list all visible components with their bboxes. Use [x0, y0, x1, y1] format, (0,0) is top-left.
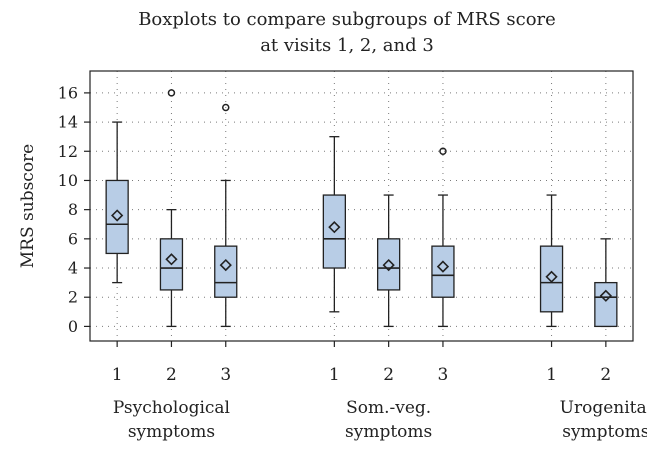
box-3-1: [539, 194, 564, 328]
mean-diamond: [436, 260, 450, 273]
y-tick-label: 8: [68, 200, 78, 219]
visit-label: 1: [329, 365, 340, 385]
box-2-1: [322, 136, 347, 313]
visit-label: 1: [112, 365, 123, 385]
chart-title-line-1: Boxplots to compare subgroups of MRS sco…: [138, 9, 556, 30]
mean-diamond: [219, 258, 232, 272]
group-label: Urogenital: [560, 398, 647, 418]
group-label: Psychological: [113, 398, 230, 418]
group-label: symptoms: [562, 422, 647, 442]
mean-diamond: [382, 258, 395, 272]
iqr-box: [105, 179, 129, 255]
iqr-box: [376, 238, 401, 291]
group-label: Som.-veg.: [346, 398, 431, 418]
y-tick-label: 10: [58, 171, 78, 190]
box-1-1: [105, 121, 129, 284]
y-tick-label: 2: [68, 288, 78, 307]
mean-diamond: [165, 253, 178, 266]
iqr-box: [539, 245, 564, 313]
box-1-3: [214, 103, 238, 328]
chart-title-line-2: at visits 1, 2, and 3: [260, 35, 434, 56]
box-2-3: [431, 147, 455, 328]
y-tick-label: 6: [68, 229, 78, 248]
axes: 0 2 4 6 8 10 12 14 16: [58, 83, 607, 347]
y-tick-label: 4: [68, 259, 78, 278]
outlier-point: [222, 103, 230, 112]
box-1-2: [159, 89, 184, 328]
iqr-box: [214, 245, 238, 298]
visit-label: 2: [166, 365, 177, 385]
y-tick-label: 16: [58, 83, 78, 102]
visit-label: 2: [600, 365, 611, 385]
y-tick-label: 12: [58, 142, 78, 161]
mean-diamond: [545, 270, 558, 283]
y-tick-label: 0: [68, 317, 78, 336]
iqr-box: [594, 281, 618, 328]
plot-frame: [89, 70, 634, 342]
y-axis-label: MRS subscore: [18, 144, 38, 268]
outlier-point: [439, 147, 447, 156]
y-tick-label: 14: [58, 113, 78, 132]
visit-label: 1: [546, 365, 557, 385]
mean-diamond: [111, 209, 124, 222]
visit-label: 3: [220, 365, 231, 385]
plot-area: [105, 89, 618, 328]
box-2-2: [376, 194, 401, 328]
visit-label: 2: [383, 365, 394, 385]
group-label: symptoms: [345, 422, 432, 442]
category-labels: 123123123PsychologicalsymptomsSom.-veg.s…: [112, 365, 647, 442]
outlier-point: [167, 89, 176, 97]
group-label: symptoms: [128, 422, 215, 442]
mean-diamond: [599, 289, 612, 302]
gridlines: [90, 71, 633, 341]
mean-diamond: [328, 221, 341, 234]
visit-label: 3: [438, 365, 449, 385]
box-3-2: [594, 238, 618, 328]
